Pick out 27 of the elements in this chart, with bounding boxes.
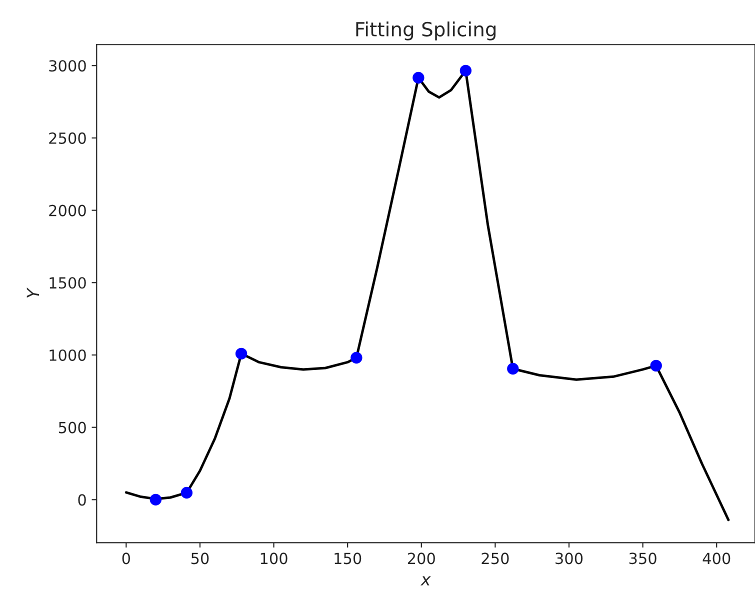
y-axis-title: Y xyxy=(26,287,40,298)
x-tick-label: 400 xyxy=(702,552,730,564)
y-tick-label: 2500 xyxy=(49,132,86,144)
x-tick-label: 300 xyxy=(556,552,583,564)
point xyxy=(650,360,662,372)
point xyxy=(350,352,362,364)
y-tick-label: 0 xyxy=(78,494,86,506)
point xyxy=(235,348,248,360)
x-tick-label: 50 xyxy=(191,552,209,564)
y-tick-label: 1500 xyxy=(50,277,86,289)
point xyxy=(412,72,424,84)
x-axis-title: x xyxy=(420,576,431,586)
x-tick-label: 150 xyxy=(334,552,362,564)
chart-title: Fitting Splicing xyxy=(356,22,496,40)
y-tick-label: 500 xyxy=(58,422,86,434)
point xyxy=(507,362,519,375)
y-tick-label: 1000 xyxy=(50,349,86,361)
point xyxy=(180,486,193,499)
x-tick-label: 200 xyxy=(408,552,435,564)
x-tick-label: 250 xyxy=(482,552,509,564)
x-tick-label: 350 xyxy=(629,552,656,564)
x-tick-label: 100 xyxy=(260,552,288,564)
y-tick-label: 2000 xyxy=(49,204,86,216)
point xyxy=(150,494,162,506)
y-tick-label: 3000 xyxy=(49,60,86,72)
point xyxy=(460,64,472,77)
x-tick-label: 0 xyxy=(122,552,130,564)
